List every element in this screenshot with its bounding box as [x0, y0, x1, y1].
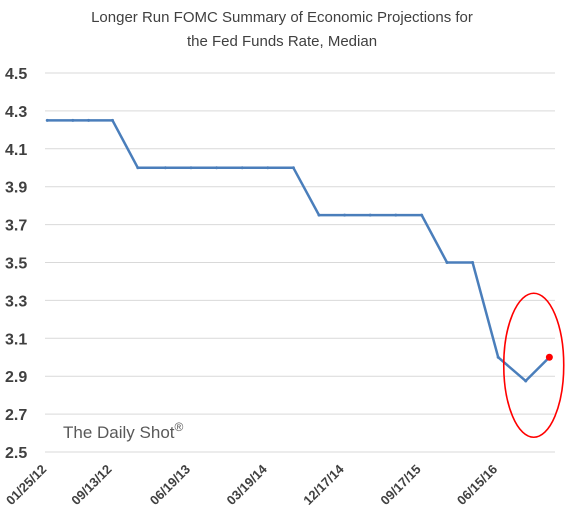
data-point [420, 213, 424, 217]
highlight-point [545, 353, 553, 361]
data-point [291, 166, 295, 170]
highlight-ellipse [502, 292, 565, 439]
data-point [368, 213, 372, 217]
data-point [496, 355, 500, 359]
data-point [111, 118, 115, 122]
y-tick-label: 3.5 [5, 256, 27, 273]
data-point [240, 166, 244, 170]
series-line [47, 119, 551, 383]
annotation-layer [502, 292, 565, 439]
data-point [136, 166, 140, 170]
x-tick-label: 12/17/14 [300, 461, 347, 508]
y-tick-label: 2.9 [5, 369, 27, 386]
data-point [45, 118, 49, 122]
y-axis-ticks: 4.5 4.3 4.1 3.9 3.7 3.5 3.3 3.1 2.9 2.7 2.5 [5, 66, 27, 462]
watermark: The Daily Shot® [63, 420, 184, 442]
watermark-symbol: ® [175, 420, 184, 434]
data-point [87, 118, 91, 122]
data-point [317, 213, 321, 217]
x-tick-label: 06/19/13 [147, 462, 193, 508]
chart-title-line-1: Longer Run FOMC Summary of Economic Proj… [91, 9, 473, 26]
data-point [215, 166, 219, 170]
data-point [189, 166, 193, 170]
y-tick-label: 3.9 [5, 180, 27, 197]
y-tick-label: 4.5 [5, 66, 27, 83]
x-tick-label: 03/19/14 [224, 461, 271, 508]
y-tick-label: 3.1 [5, 331, 27, 348]
data-point [343, 213, 347, 217]
x-tick-label: 06/15/16 [454, 462, 500, 508]
data-point [394, 213, 398, 217]
x-axis-ticks: 01/25/12 09/13/12 06/19/13 03/19/14 12/17/14… [3, 461, 500, 508]
x-tick-label: 09/13/12 [68, 462, 114, 508]
data-point [445, 261, 449, 264]
watermark-text: The Daily Shot [63, 423, 175, 442]
data-point [524, 379, 528, 383]
x-tick-label: 01/25/12 [3, 462, 49, 508]
y-tick-label: 3.3 [5, 293, 27, 310]
y-tick-label: 4.3 [5, 104, 27, 121]
chart-title-line-2: the Fed Funds Rate, Median [187, 33, 377, 50]
data-point [266, 166, 270, 170]
y-tick-label: 2.5 [5, 445, 27, 462]
data-point [163, 166, 167, 170]
y-tick-label: 2.7 [5, 407, 27, 424]
gridlines [45, 72, 555, 453]
data-point [471, 261, 475, 264]
x-tick-label: 09/17/15 [377, 462, 423, 508]
series-layer [45, 118, 551, 383]
data-point [71, 118, 75, 122]
y-tick-label: 3.7 [5, 218, 27, 235]
y-tick-label: 4.1 [5, 142, 27, 159]
